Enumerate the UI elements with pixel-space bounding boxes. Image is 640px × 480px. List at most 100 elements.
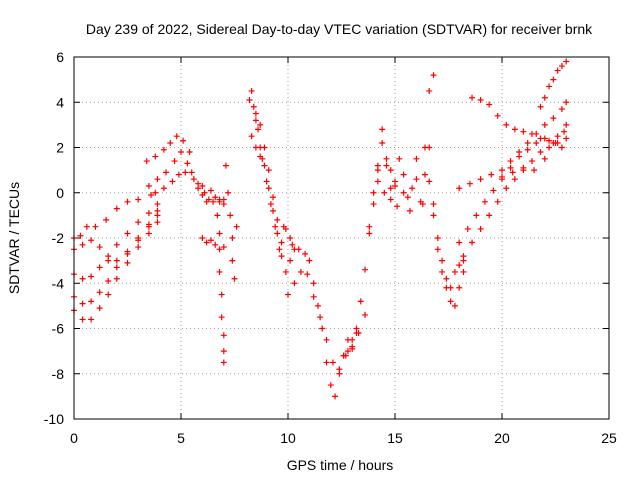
data-point: [218, 291, 225, 298]
data-point: [88, 237, 95, 244]
data-series: [456, 121, 570, 192]
data-point: [143, 158, 150, 165]
data-point: [374, 178, 381, 185]
data-series: [537, 58, 570, 110]
data-point: [79, 316, 86, 323]
x-tick-label: 5: [177, 430, 185, 446]
data-point: [413, 155, 420, 162]
data-point: [186, 149, 193, 156]
data-point: [135, 219, 142, 226]
data-point: [550, 76, 557, 83]
data-series: [456, 135, 565, 246]
data-series: [248, 133, 298, 253]
data-point: [381, 189, 388, 196]
data-point: [267, 201, 274, 208]
data-point: [469, 94, 476, 101]
data-series: [195, 185, 227, 205]
data-point: [79, 275, 86, 282]
data-series: [374, 72, 437, 214]
data-series: [421, 144, 467, 309]
data-point: [220, 332, 227, 339]
data-point: [135, 237, 142, 244]
data-point: [533, 130, 540, 137]
x-tick-label: 0: [70, 430, 78, 446]
data-point: [366, 223, 373, 230]
data-point: [541, 94, 548, 101]
data-point: [250, 103, 257, 110]
data-point: [289, 241, 296, 248]
data-point: [220, 244, 227, 251]
data-point: [434, 246, 441, 253]
data-point: [113, 205, 120, 212]
data-point: [77, 232, 84, 239]
data-series: [152, 169, 206, 196]
data-point: [499, 173, 505, 180]
data-point: [145, 182, 152, 189]
data-point: [252, 144, 259, 151]
data-point: [218, 314, 225, 321]
data-point: [171, 158, 178, 165]
data-point: [203, 198, 210, 205]
data-point: [503, 121, 510, 128]
data-point: [332, 393, 339, 400]
data-point: [255, 126, 262, 133]
grid: [74, 57, 609, 419]
data-point: [477, 96, 484, 103]
data-point: [175, 171, 182, 178]
data-point: [430, 212, 437, 219]
data-point: [278, 239, 285, 246]
data-point: [563, 135, 570, 142]
data-point: [248, 133, 255, 140]
data-point: [207, 187, 214, 194]
data-point: [79, 241, 86, 248]
data-point: [439, 257, 446, 264]
data-point: [285, 291, 291, 298]
data-point: [270, 207, 277, 214]
data-point: [336, 366, 343, 373]
y-tick-label: -6: [52, 321, 65, 337]
data-point: [531, 167, 538, 174]
data-point: [340, 352, 347, 359]
data-point: [353, 330, 360, 337]
data-point: [383, 162, 390, 169]
data-point: [214, 212, 221, 219]
data-point: [537, 103, 544, 110]
data-point: [546, 144, 553, 151]
data-series: [246, 87, 287, 253]
data-point: [379, 126, 386, 133]
data-point: [477, 225, 484, 232]
data-point: [182, 169, 189, 176]
data-point: [387, 185, 394, 192]
data-point: [426, 87, 433, 94]
data-point: [282, 225, 289, 232]
data-point: [212, 194, 219, 201]
data-point: [216, 246, 223, 253]
data-point: [466, 180, 473, 187]
data-series: [145, 149, 191, 189]
data-point: [291, 280, 298, 287]
data-point: [124, 259, 131, 266]
data-point: [563, 99, 570, 106]
y-tick-label: 0: [56, 185, 64, 201]
y-tick-label: -2: [52, 230, 65, 246]
data-point: [456, 185, 463, 192]
data-series: [285, 268, 369, 373]
data-point: [233, 223, 240, 230]
data-point: [511, 126, 518, 133]
data-point: [160, 146, 167, 153]
data-point: [323, 359, 330, 366]
data-point: [79, 300, 86, 307]
data-point: [212, 241, 219, 248]
y-tick-label: 6: [56, 49, 64, 65]
data-point: [503, 185, 510, 192]
data-point: [145, 223, 152, 230]
data-point: [96, 289, 103, 296]
data-point: [272, 223, 279, 230]
data-point: [231, 275, 238, 282]
data-point: [220, 359, 227, 366]
data-point: [396, 155, 403, 162]
data-point: [145, 230, 152, 237]
data-point: [520, 128, 527, 135]
data-point: [297, 268, 304, 275]
data-series: [366, 87, 433, 237]
